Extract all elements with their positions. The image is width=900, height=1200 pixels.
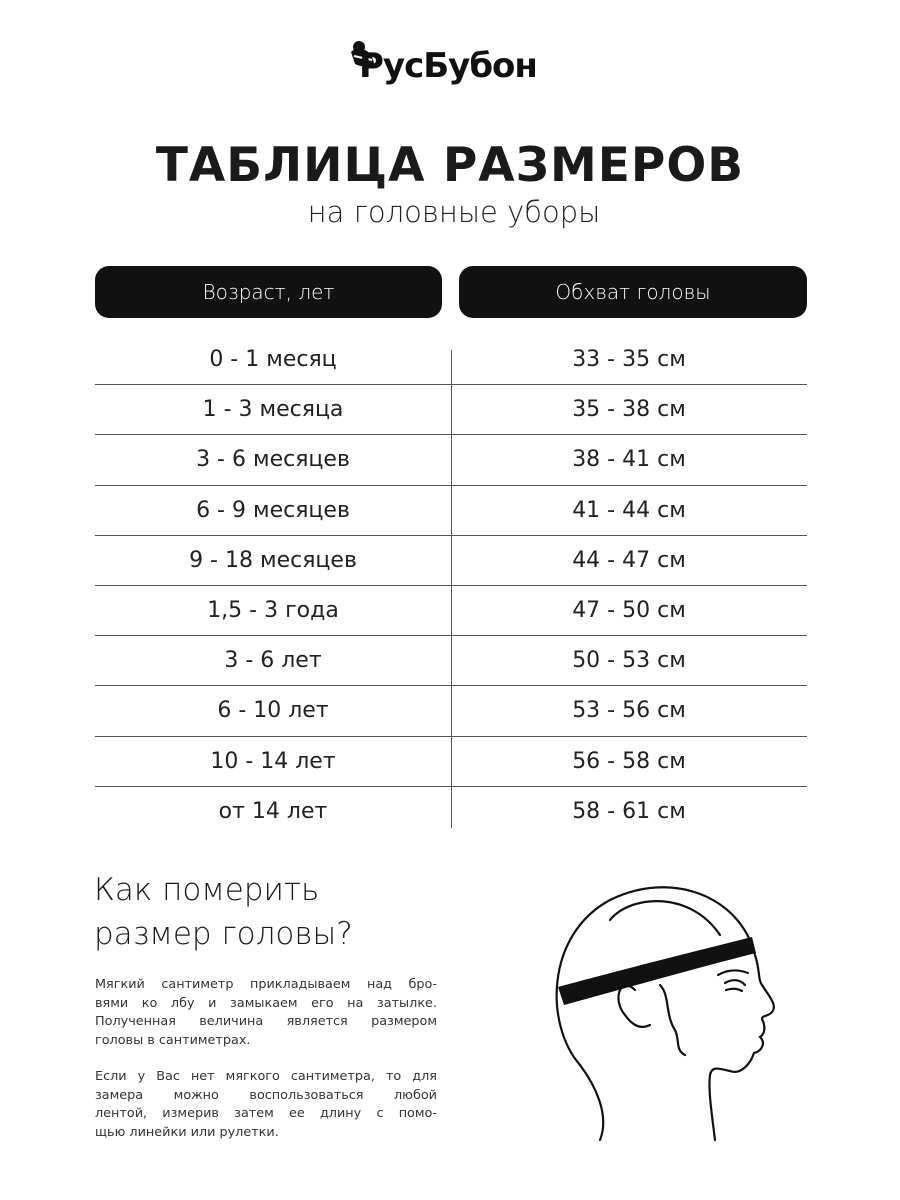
cell-head-circumference: 53 - 56 см xyxy=(572,698,686,724)
cell-head-circumference: 44 - 47 см xyxy=(572,547,686,573)
instruction-paragraph-2: Если у Вас нет мягкого сантиметра, то дл… xyxy=(95,1068,437,1142)
cell-head-circumference: 38 - 41 см xyxy=(572,447,686,473)
brand-logo: РусБубон xyxy=(345,38,560,98)
howto-heading-line: Как померить xyxy=(94,872,320,908)
paragraph-line: щью линейки или рулетки. xyxy=(95,1124,279,1140)
cell-age: 6 - 9 месяцев xyxy=(196,497,350,523)
cell-age: 9 - 18 месяцев xyxy=(189,547,357,573)
table-row: от 14 лет 58 - 61 см xyxy=(95,787,807,836)
paragraph-line: Мягкий сантиметр прикладываем над бро- xyxy=(95,977,437,992)
column-divider xyxy=(451,350,452,828)
cell-age: от 14 лет xyxy=(218,798,328,824)
paragraph-line: Если у Вас нет мягкого сантиметра, то дл… xyxy=(95,1069,437,1084)
cell-head-circumference: 58 - 61 см xyxy=(572,798,686,824)
paragraph-line: лентой, измерив затем ее длину с помо- xyxy=(95,1106,437,1121)
logo-text: РусБубон xyxy=(359,46,538,86)
table-row: 10 - 14 лет 56 - 58 см xyxy=(95,737,807,787)
page-title: ТАБЛИЦА РАЗМЕРОВ xyxy=(155,138,745,193)
cell-head-circumference: 50 - 53 см xyxy=(572,648,686,674)
cell-head-circumference: 56 - 58 см xyxy=(572,748,686,774)
cell-head-circumference: 47 - 50 см xyxy=(572,598,686,624)
cell-age: 0 - 1 месяц xyxy=(209,347,337,373)
cell-age: 3 - 6 лет xyxy=(224,648,322,674)
cell-head-circumference: 35 - 38 см xyxy=(572,397,686,423)
column-header-head-circumference: Обхват головы xyxy=(459,266,807,318)
cell-head-circumference: 41 - 44 см xyxy=(572,497,686,523)
cell-age: 6 - 10 лет xyxy=(217,698,329,724)
howto-heading: Как померить размер головы? xyxy=(94,868,353,956)
cell-age: 10 - 14 лет xyxy=(210,748,336,774)
cell-age: 3 - 6 месяцев xyxy=(196,447,350,473)
cell-age: 1 - 3 месяца xyxy=(202,397,344,423)
cell-head-circumference: 33 - 35 см xyxy=(572,347,686,373)
howto-heading-line: размер головы? xyxy=(94,916,353,952)
instruction-paragraph-1: Мягкий сантиметр прикладываем над бро-вя… xyxy=(95,976,437,1050)
paragraph-line: головы в сантиметрах. xyxy=(95,1032,251,1048)
paragraph-line: вями ко лбу и замыкаем его на затылке. xyxy=(95,995,437,1011)
cell-age: 1,5 - 3 года xyxy=(207,598,339,624)
paragraph-line: Полученная величина является размером xyxy=(95,1014,437,1029)
page-subtitle: на головные уборы xyxy=(307,195,601,229)
hat-icon xyxy=(351,41,375,67)
column-header-age: Возраст, лет xyxy=(95,266,442,318)
paragraph-line: замера можно воспользоваться любой xyxy=(95,1087,437,1103)
head-measurement-illustration xyxy=(555,886,775,1142)
